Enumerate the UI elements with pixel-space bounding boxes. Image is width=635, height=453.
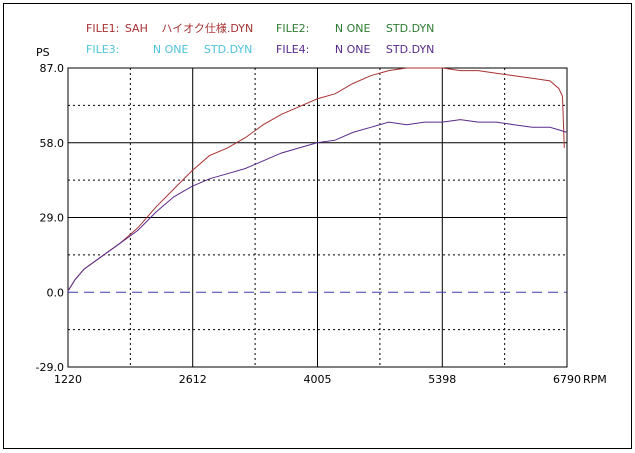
y-tick-labels: 87.0 58.0 29.0 0.0 -29.0 [36, 62, 64, 374]
x-tick-label: 5398 [428, 373, 456, 386]
series-lines [67, 67, 568, 292]
y-tick-label: 29.0 [40, 212, 65, 225]
plot-border [67, 67, 568, 368]
x-tick-label: 6790 [553, 373, 581, 386]
x-axis-label: RPM [583, 373, 607, 386]
series-line-1 [67, 67, 565, 292]
y-tick-label: 87.0 [40, 62, 65, 75]
x-tick-label: 1220 [54, 373, 82, 386]
legend-file4: FILE4: N ONE STD.DYN [276, 43, 435, 56]
x-tick-labels: 1220 2612 4005 5398 6790 [54, 373, 581, 386]
x-tick-label: 2612 [179, 373, 207, 386]
y-tick-label: 0.0 [47, 286, 65, 299]
legend-file2: FILE2: N ONE STD.DYN [276, 22, 435, 35]
legend-file3: FILE3: N ONE STD.DYN [86, 43, 253, 56]
series-line-2 [67, 119, 568, 292]
x-tick-label: 4005 [304, 373, 332, 386]
y-axis-label: PS [36, 46, 50, 59]
legend-file1: FILE1: SAH ハイオク仕様.DYN [86, 22, 254, 35]
grid-lines [68, 68, 567, 367]
y-tick-label: -29.0 [36, 361, 64, 374]
y-tick-label: 58.0 [40, 137, 65, 150]
